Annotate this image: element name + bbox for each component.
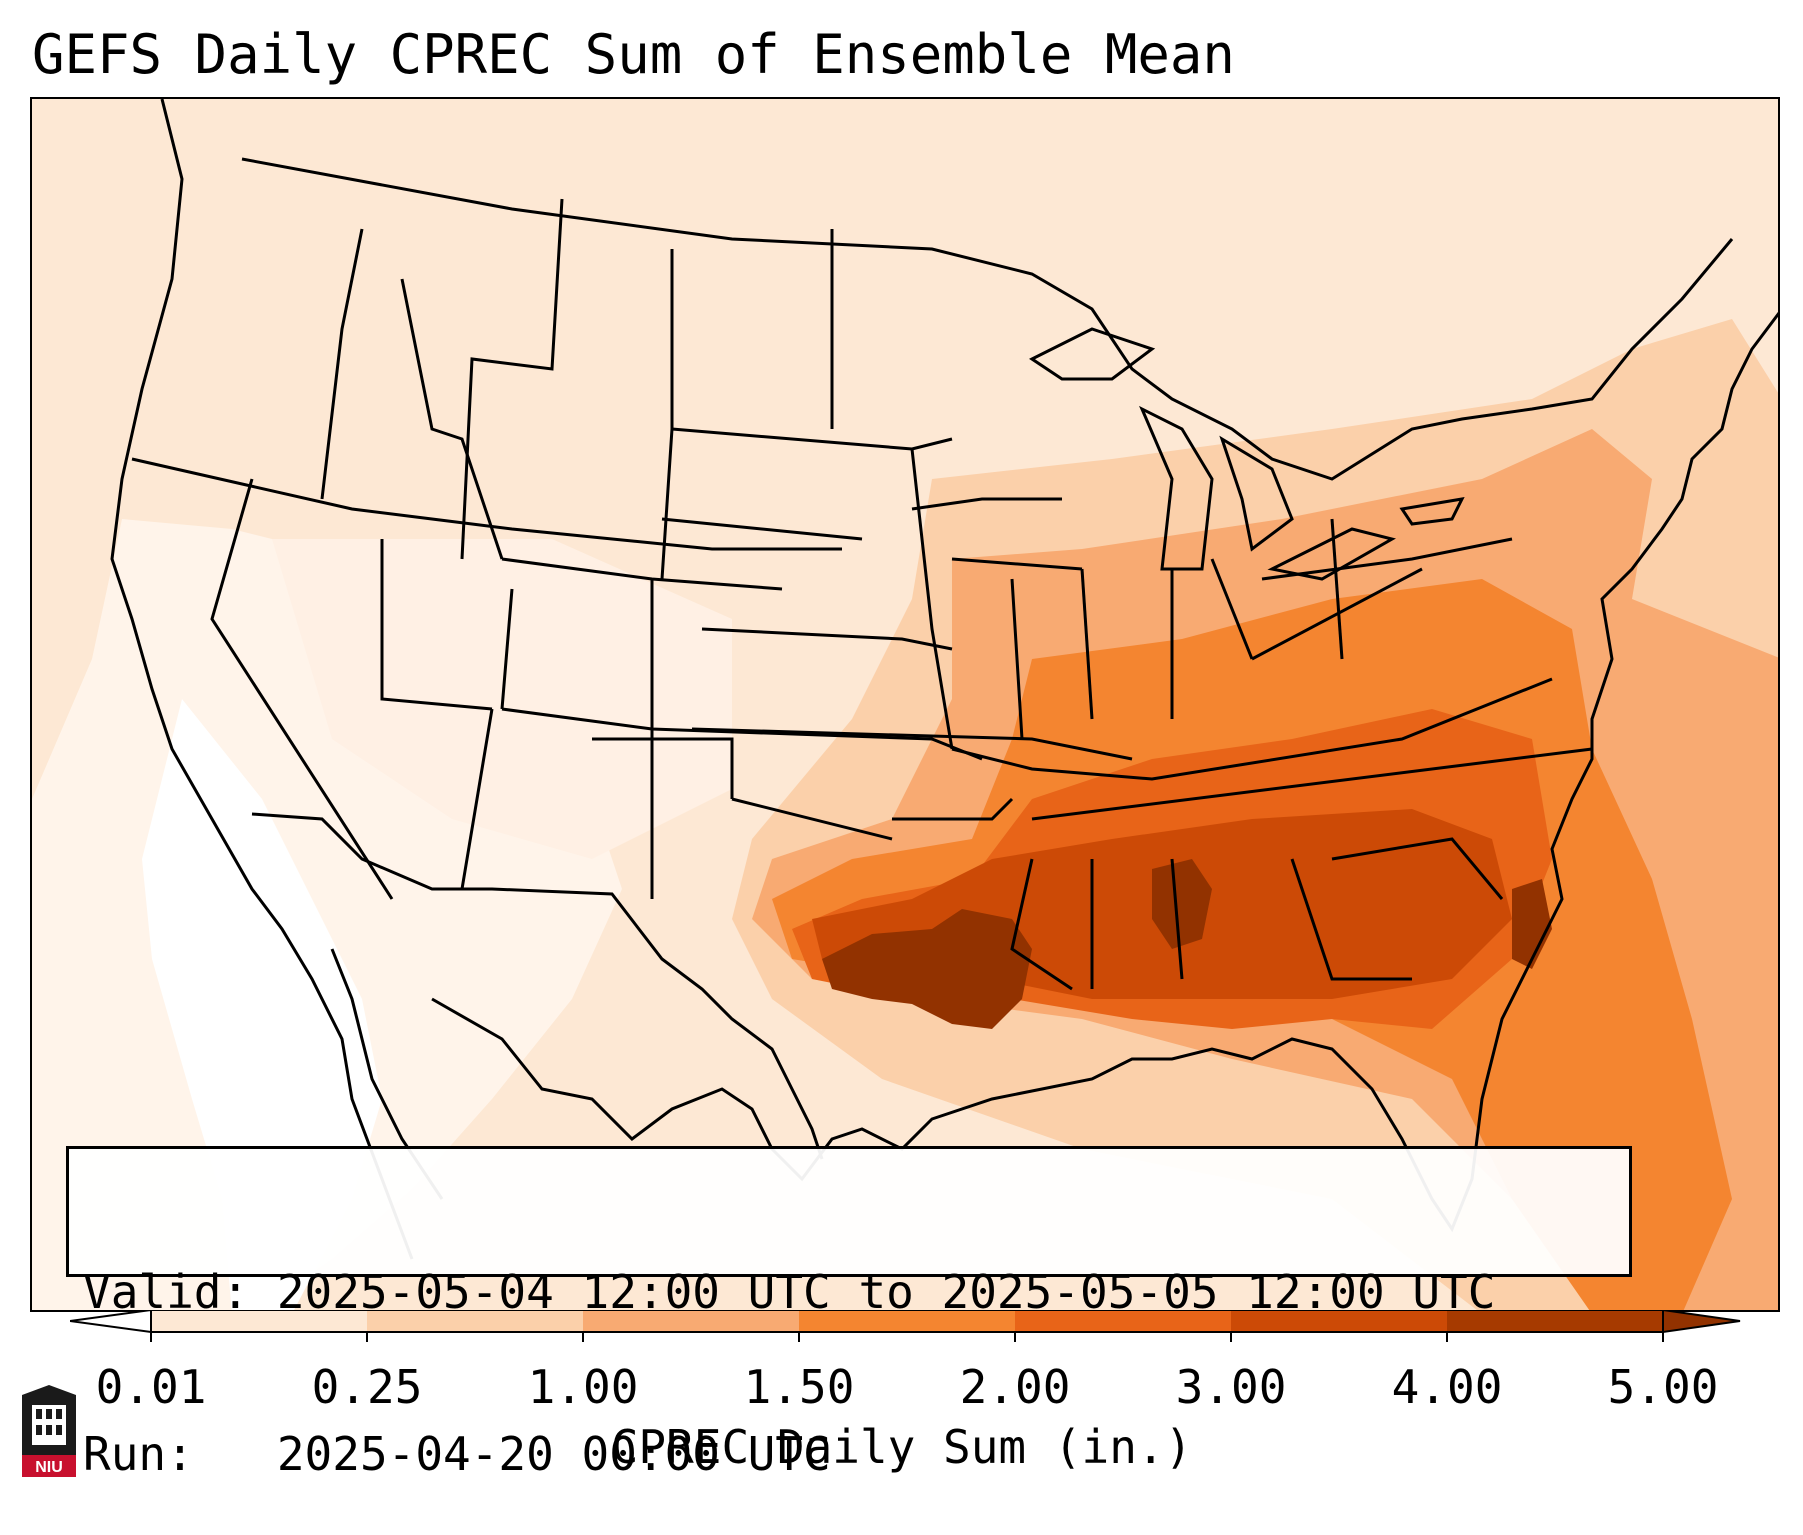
precip-max-mississippi (1152, 859, 1212, 949)
colorbar-extend-low (70, 1310, 152, 1334)
colorbar-bin-2 (367, 1310, 583, 1332)
colorbar-tick-label: 5.00 (1607, 1360, 1719, 1414)
colorbar-tick-label: 4.00 (1391, 1360, 1503, 1414)
colorbar-label: CPREC Daily Sum (in.) (610, 1420, 1193, 1474)
colorbar-tick-label: 0.25 (311, 1360, 423, 1414)
map-title: GEFS Daily CPREC Sum of Ensemble Mean (32, 23, 1235, 86)
colorbar-outline (150, 1310, 1664, 1333)
run-time: Run: 2025-04-20 00:00 UTC (83, 1427, 831, 1481)
svg-text:NIU: NIU (35, 1459, 63, 1476)
precip-max-carolinas (1512, 879, 1552, 969)
precip-map-svg (32, 99, 1778, 1310)
colorbar-bin-3 (583, 1310, 799, 1332)
colorbar-tick-label: 0.01 (95, 1360, 207, 1414)
colorbar-extend-high (1662, 1310, 1741, 1334)
niu-logo: NIU (22, 1385, 76, 1477)
colorbar (70, 1310, 1741, 1342)
colorbar-ticks (150, 1332, 1664, 1342)
colorbar-bin-7 (1447, 1310, 1663, 1332)
colorbar-bin-5 (1015, 1310, 1231, 1332)
validity-info-box: Valid: 2025-05-04 12:00 UTC to 2025-05-0… (66, 1146, 1632, 1481)
colorbar-tick-label: 1.50 (743, 1360, 855, 1414)
colorbar-tick-label: 1.00 (527, 1360, 639, 1414)
colorbar-bin-1 (151, 1310, 367, 1332)
us-mexico-border (251, 812, 824, 1160)
colorbar-bin-4 (799, 1310, 1015, 1332)
state-borders (131, 198, 1593, 991)
great-lakes (1029, 327, 1465, 581)
colorbar-tick-label: 2.00 (959, 1360, 1071, 1414)
colorbar-tick-label: 3.00 (1175, 1360, 1287, 1414)
colorbar-bin-6 (1231, 1310, 1447, 1332)
precip-max-oklahoma-texas (822, 909, 1032, 1029)
us-canada-border (241, 157, 1734, 481)
precip-map (30, 97, 1780, 1312)
